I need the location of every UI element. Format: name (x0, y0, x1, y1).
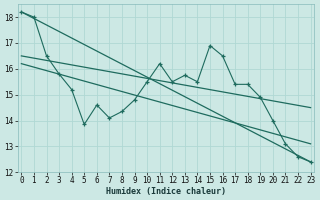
X-axis label: Humidex (Indice chaleur): Humidex (Indice chaleur) (106, 187, 226, 196)
